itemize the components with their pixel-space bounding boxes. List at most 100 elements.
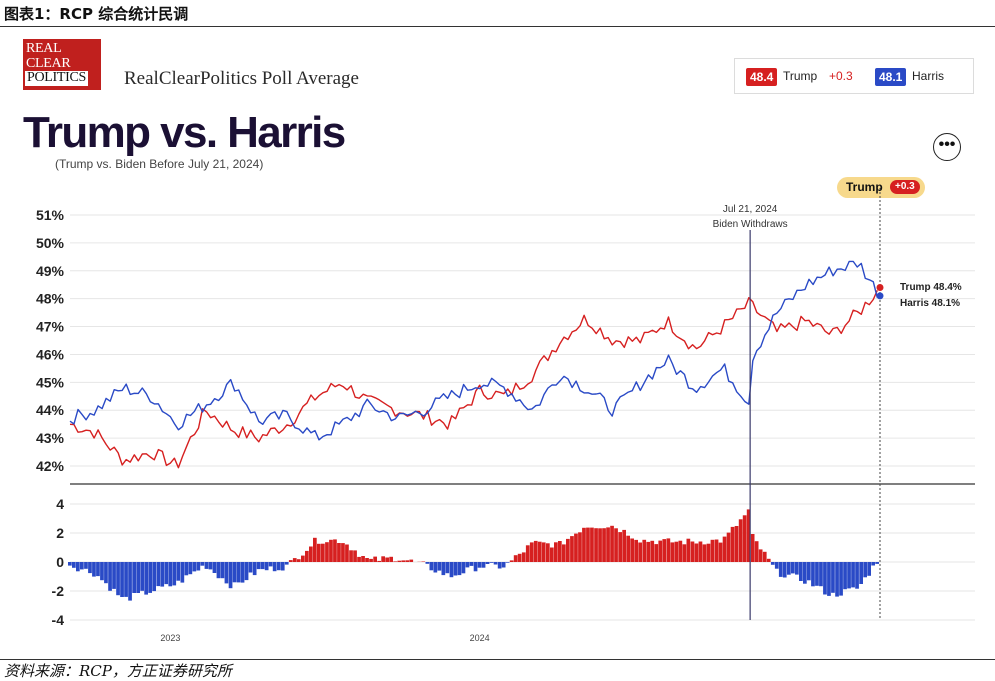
lead-bar [257, 562, 261, 569]
lead-bar [124, 562, 128, 597]
lead-bar [221, 562, 225, 578]
lead-bar [140, 562, 144, 591]
lead-bar [699, 542, 703, 563]
lead-bar [88, 562, 92, 573]
lead-bar [458, 562, 462, 575]
lead-bar [675, 542, 679, 562]
lead-bar [466, 562, 470, 567]
lead-bar [731, 527, 735, 562]
lead-bar [574, 534, 578, 562]
lead-bar [642, 540, 646, 562]
series-line-harris [70, 261, 877, 439]
lead-bar [735, 526, 739, 562]
lead-bar [863, 562, 867, 577]
lead-bar [526, 545, 530, 562]
lead-bar [377, 561, 381, 562]
bar-chart-x-ticks: 2023 2024 [160, 633, 489, 643]
lead-bar [767, 559, 771, 562]
y-tick-label: 46% [36, 346, 65, 362]
lead-bar [875, 562, 879, 564]
x-tick-label: 2023 [160, 633, 180, 643]
y-tick-label: -4 [52, 612, 65, 628]
y-tick-label: 50% [36, 235, 65, 251]
lead-bar [381, 556, 385, 562]
lead-bar [755, 541, 759, 562]
lead-bar [301, 556, 305, 562]
lead-bar [357, 557, 361, 562]
lead-bar [667, 538, 671, 562]
lead-bar [815, 562, 819, 586]
lead-bar [185, 562, 189, 575]
lead-bar [409, 560, 413, 562]
lead-bar [759, 549, 763, 562]
lead-bar [405, 560, 409, 562]
lead-bar [132, 562, 136, 593]
lead-bar [434, 562, 438, 573]
lead-bar [333, 539, 337, 562]
lead-bar [638, 543, 642, 563]
lead-bar [337, 543, 341, 562]
x-tick-label: 2024 [470, 633, 490, 643]
lead-bar [787, 562, 791, 575]
lead-bar [450, 562, 454, 577]
lead-bar [578, 532, 582, 562]
lead-bar [369, 559, 373, 562]
lead-bar [237, 562, 241, 582]
lead-bar [602, 528, 606, 562]
lead-bar [763, 552, 767, 562]
lead-bar [843, 562, 847, 589]
lead-bar [634, 540, 638, 562]
lead-bar [518, 554, 522, 562]
lead-bar [96, 562, 100, 576]
lead-bar [389, 557, 393, 562]
lead-bar [658, 541, 662, 562]
lead-bar [646, 542, 650, 562]
lead-bar [112, 562, 116, 589]
lead-bar [421, 562, 425, 563]
lead-bar [293, 558, 297, 562]
lead-bar [385, 558, 389, 563]
lead-bar [691, 542, 695, 563]
lead-bars [68, 509, 879, 600]
lead-bar [100, 562, 104, 580]
lead-bar [662, 539, 666, 562]
y-tick-label: 2 [56, 525, 64, 541]
lead-bar [514, 555, 518, 562]
source-note: 资料来源：RCP，方正证券研究所 [4, 660, 232, 681]
lead-bar [522, 552, 526, 562]
y-tick-label: 43% [36, 430, 65, 446]
lead-bar [771, 562, 775, 565]
y-tick-label: 51% [36, 207, 65, 223]
lead-bar [703, 544, 707, 562]
lead-bar [727, 533, 731, 562]
lead-bar [172, 562, 176, 585]
lead-bar [68, 562, 72, 566]
lead-bar [783, 562, 787, 578]
lead-bar [707, 544, 711, 562]
lead-bar [104, 562, 108, 583]
lead-bar [297, 559, 301, 562]
lead-bar [562, 544, 566, 562]
lead-bar [361, 556, 365, 562]
lead-bar [438, 562, 442, 571]
end-dot-trump [877, 284, 884, 291]
lead-bar [582, 528, 586, 562]
lead-bar [325, 542, 329, 562]
lead-bar [201, 562, 205, 566]
lead-bar [799, 562, 803, 581]
lead-bar [197, 562, 201, 571]
lead-bar [72, 562, 76, 568]
lead-bar [470, 562, 474, 566]
lead-bar [285, 562, 289, 565]
lead-bar [478, 562, 482, 568]
series-lines [70, 261, 877, 467]
lead-bar [711, 540, 715, 562]
lead-bar [213, 562, 217, 573]
lead-bar [719, 543, 723, 562]
lead-bar [92, 562, 96, 577]
lead-bar [116, 562, 120, 595]
lead-bar [614, 528, 618, 562]
lead-bar [442, 562, 446, 575]
lead-bar [365, 558, 369, 562]
lead-bar [225, 562, 229, 583]
